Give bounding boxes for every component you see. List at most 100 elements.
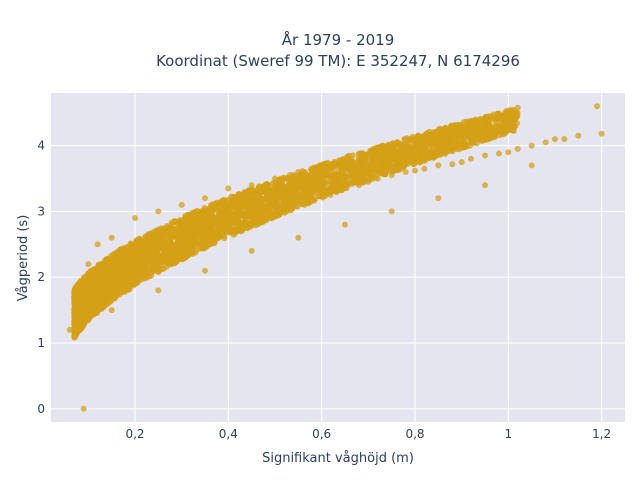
data-point: [528, 142, 535, 149]
y-tick-label: 2: [37, 270, 45, 284]
data-point: [470, 131, 476, 138]
data-point: [342, 174, 349, 181]
data-point: [458, 159, 465, 166]
y-tick-label: 4: [37, 139, 45, 153]
data-point: [437, 141, 444, 148]
data-point: [74, 292, 81, 299]
data-point: [268, 190, 275, 197]
data-point: [240, 222, 247, 229]
data-point: [387, 163, 393, 170]
data-point: [210, 240, 216, 247]
data-point: [248, 182, 255, 189]
data-point: [166, 236, 173, 243]
data-point: [472, 121, 479, 128]
data-point: [208, 202, 214, 209]
data-point: [178, 241, 185, 248]
data-point: [594, 103, 600, 110]
data-point: [388, 208, 395, 215]
data-point: [396, 160, 403, 167]
data-point: [349, 158, 356, 165]
data-point: [420, 145, 427, 152]
data-point: [213, 231, 220, 238]
data-point: [156, 243, 163, 250]
data-point: [155, 269, 162, 275]
data-point: [225, 185, 232, 192]
data-point: [234, 218, 241, 225]
data-point: [258, 188, 265, 195]
data-point: [504, 125, 511, 132]
data-point: [150, 268, 157, 275]
data-point: [598, 130, 605, 137]
x-tick-label: 1: [505, 427, 513, 441]
data-point: [388, 172, 395, 179]
data-point: [241, 212, 247, 219]
data-point: [230, 197, 237, 204]
data-point: [155, 251, 162, 258]
x-tick-labels: 0,2 0,4 0,6 0,8 1 1,2: [125, 427, 611, 441]
data-point: [191, 209, 198, 216]
data-point: [376, 162, 383, 169]
data-point: [483, 130, 490, 137]
data-point: [406, 149, 413, 156]
data-point: [176, 230, 183, 237]
data-point: [132, 215, 138, 221]
data-point: [561, 136, 568, 143]
data-point: [260, 196, 267, 202]
data-point: [285, 175, 291, 182]
data-point: [128, 252, 135, 259]
data-point: [236, 196, 243, 203]
data-point: [374, 147, 381, 154]
data-point: [185, 215, 192, 221]
data-point: [365, 178, 372, 185]
data-point: [286, 185, 293, 192]
data-point: [315, 186, 322, 193]
data-point: [169, 244, 176, 251]
data-point: [113, 252, 120, 259]
data-point: [331, 158, 338, 165]
data-point: [221, 232, 227, 239]
y-axis-title: Vågperiod (s): [16, 215, 31, 302]
data-point: [90, 272, 97, 279]
data-point: [132, 264, 138, 271]
data-point: [482, 152, 488, 159]
data-point: [234, 228, 241, 235]
data-point: [505, 149, 512, 156]
data-point: [412, 167, 418, 174]
data-point: [155, 208, 162, 215]
data-point: [270, 185, 277, 192]
data-point: [100, 291, 107, 298]
data-point: [163, 245, 170, 252]
data-point: [404, 144, 411, 151]
data-point: [482, 182, 488, 189]
data-point: [241, 217, 248, 224]
data-point: [137, 238, 144, 245]
data-point: [112, 265, 119, 272]
data-point: [349, 169, 356, 176]
data-point: [248, 211, 255, 218]
data-point: [202, 195, 208, 202]
data-point: [514, 145, 521, 152]
data-point: [468, 155, 474, 162]
data-point: [509, 121, 516, 128]
data-point: [461, 143, 468, 149]
data-point: [84, 313, 90, 320]
data-point: [504, 120, 511, 127]
data-point: [575, 132, 582, 139]
data-point: [142, 268, 149, 275]
data-point: [296, 186, 303, 193]
data-point: [79, 299, 86, 306]
data-point: [165, 251, 172, 258]
data-point: [303, 178, 310, 185]
data-point: [370, 154, 377, 161]
y-tick-label: 1: [37, 336, 45, 350]
data-point: [309, 195, 316, 202]
data-point: [359, 172, 366, 179]
data-point: [178, 201, 185, 208]
data-point: [216, 224, 222, 231]
data-point: [388, 149, 395, 156]
data-point: [125, 256, 132, 263]
data-point: [494, 115, 501, 122]
data-point: [402, 169, 409, 175]
data-point: [498, 112, 505, 119]
